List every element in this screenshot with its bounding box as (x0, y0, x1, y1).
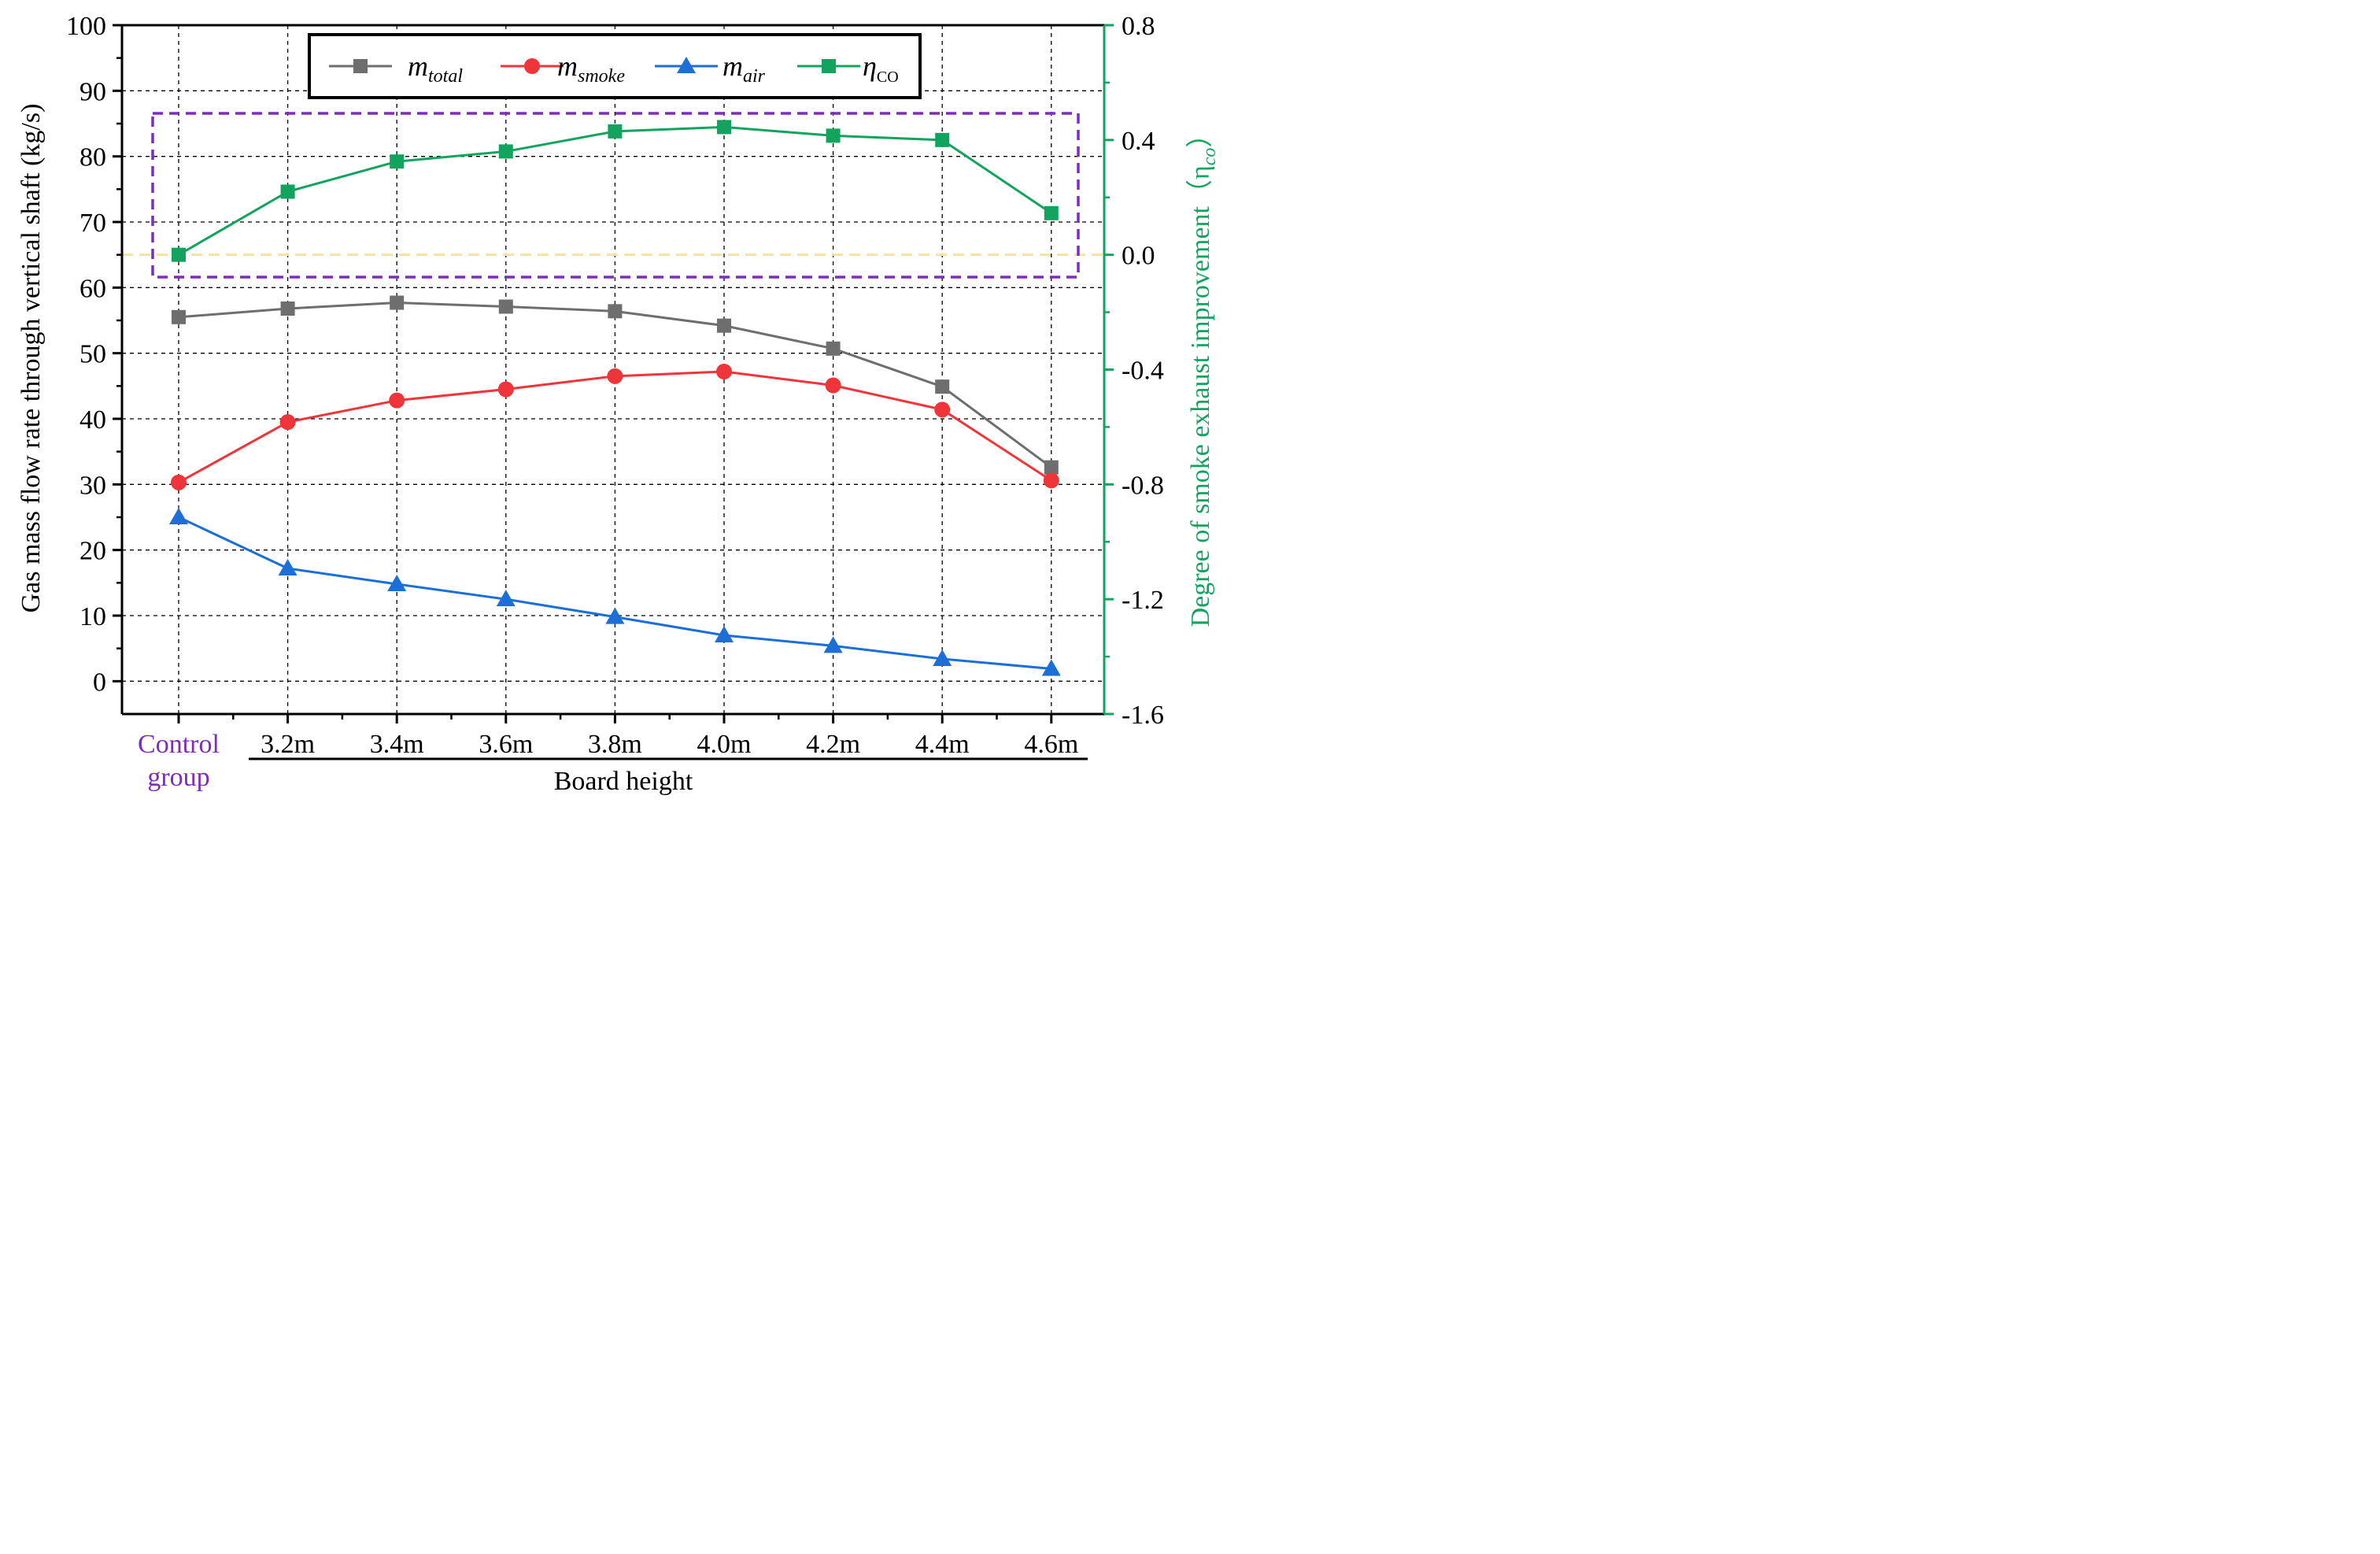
legend-entry-subscript: CO (877, 68, 899, 86)
data-point-co (717, 120, 731, 135)
x-tick-label: 4.6m (1024, 730, 1078, 759)
legend-swatch-marker (353, 59, 368, 73)
data-point-co (280, 184, 295, 199)
series-total (172, 295, 1059, 475)
y-right-tick-label: 0.4 (1122, 127, 1155, 156)
data-point-total (172, 309, 186, 324)
x-tick-label: 4.4m (915, 730, 970, 759)
legend-entry-name: m (408, 50, 428, 82)
data-point-air (496, 590, 516, 607)
data-point-total (717, 318, 731, 333)
y-axis-right-title-close: ） (1185, 121, 1215, 148)
data-point-co (498, 144, 513, 159)
data-point-total (390, 295, 405, 310)
data-point-total (826, 341, 841, 356)
data-point-smoke (171, 474, 187, 490)
y-axis-left-title: Gas mass flow rate through vertical shaf… (17, 104, 46, 613)
y-left-tick-label: 60 (79, 274, 106, 303)
y-left-tick-label: 40 (79, 405, 106, 435)
data-point-total (280, 302, 295, 316)
data-point-air (715, 626, 734, 642)
data-point-co (172, 247, 186, 262)
legend-entry-name: m (722, 50, 743, 82)
data-point-air (169, 508, 188, 524)
y-left-tick-label: 100 (66, 12, 106, 41)
data-point-total (608, 304, 623, 319)
legend: mtotal msmoke mair ηCO (308, 33, 922, 99)
x-tick-label-control: Control (138, 730, 220, 759)
y-right-tick-label: -1.2 (1122, 586, 1164, 615)
legend-entry-label: mtotal (408, 50, 463, 87)
data-point-co (826, 128, 841, 143)
legend-entry-label: mair (722, 50, 766, 87)
data-point-smoke (389, 392, 405, 409)
data-point-smoke (279, 414, 296, 431)
axes: 0 10 20 30 40 50 60 70 80 90 100 -1.6 -1.2 -0.8 -0.4 0.… (66, 12, 1164, 792)
data-point-smoke (607, 368, 623, 384)
y-right-tick-label: -1.6 (1122, 701, 1164, 730)
x-tick-label: 3.8m (588, 730, 642, 759)
series-smoke (171, 364, 1059, 490)
y-axis-right-title-sub: co (1199, 148, 1220, 166)
x-tick-label: 4.0m (697, 730, 752, 759)
data-point-smoke (934, 401, 951, 418)
legend-entry-label: ηCO (863, 50, 899, 86)
data-point-air (605, 607, 625, 624)
y-left-tick-label: 50 (79, 340, 106, 369)
data-point-co (608, 124, 623, 139)
y-left-tick-label: 0 (93, 668, 106, 697)
x-tick-label: 3.4m (370, 730, 424, 759)
series-layer (169, 120, 1061, 676)
data-point-air (278, 559, 298, 575)
y-left-tick-label: 30 (79, 471, 106, 500)
data-point-co (390, 154, 405, 169)
y-left-tick-label: 10 (79, 602, 106, 631)
y-left-tick-label: 80 (79, 143, 106, 172)
y-right-tick-label: -0.4 (1122, 357, 1164, 386)
data-point-smoke (716, 364, 732, 379)
x-tick-label: 3.6m (479, 730, 533, 759)
y-right-tick-label: -0.8 (1122, 471, 1164, 500)
y-axis-right-title-main: Degree of smoke exhaust improvement（η (1185, 165, 1215, 627)
data-point-air (387, 575, 407, 591)
y-left-tick-label: 20 (79, 537, 106, 566)
data-point-co (1044, 205, 1059, 220)
data-point-air (933, 649, 952, 666)
series-air (169, 508, 1061, 676)
y-left-tick-label: 90 (79, 77, 106, 106)
y-axis-right-title: Degree of smoke exhaust improvement（ηco） (1185, 121, 1220, 627)
chart-container: 0 10 20 30 40 50 60 70 80 90 100 -1.6 -1.2 -0.8 -0.4 0.… (0, 0, 1228, 803)
legend-swatch-marker (524, 58, 540, 74)
legend-entry-subscript: air (743, 66, 766, 87)
highlight-box (151, 112, 1080, 279)
legend-entry-subscript: total (428, 66, 463, 87)
line-chart: 0 10 20 30 40 50 60 70 80 90 100 -1.6 -1.2 -0.8 -0.4 0.… (17, 12, 1220, 796)
data-point-air (823, 636, 843, 653)
legend-entry-name: η (863, 50, 877, 82)
data-point-smoke (825, 377, 841, 394)
data-point-smoke (1043, 472, 1059, 489)
legend-entry-name: m (557, 50, 578, 82)
x-tick-label: 3.2m (261, 730, 315, 759)
y-left-tick-label: 70 (79, 209, 106, 238)
y-right-tick-label: 0.0 (1122, 242, 1155, 271)
x-tick-label: 4.2m (806, 730, 860, 759)
data-point-total (498, 299, 513, 314)
data-point-co (935, 132, 950, 147)
legend-entry-subscript: smoke (578, 66, 625, 87)
x-axis-title: Board height (554, 767, 693, 796)
y-right-tick-label: 0.8 (1122, 12, 1155, 41)
x-tick-label-control: group (147, 763, 209, 792)
legend-swatch-marker (677, 57, 696, 73)
data-point-smoke (497, 381, 514, 398)
legend-swatch-marker (822, 59, 836, 73)
data-point-total (935, 379, 950, 394)
data-point-air (1041, 659, 1061, 676)
legend-entry-label: msmoke (557, 50, 625, 87)
series-co (172, 120, 1059, 262)
data-point-total (1044, 460, 1059, 475)
